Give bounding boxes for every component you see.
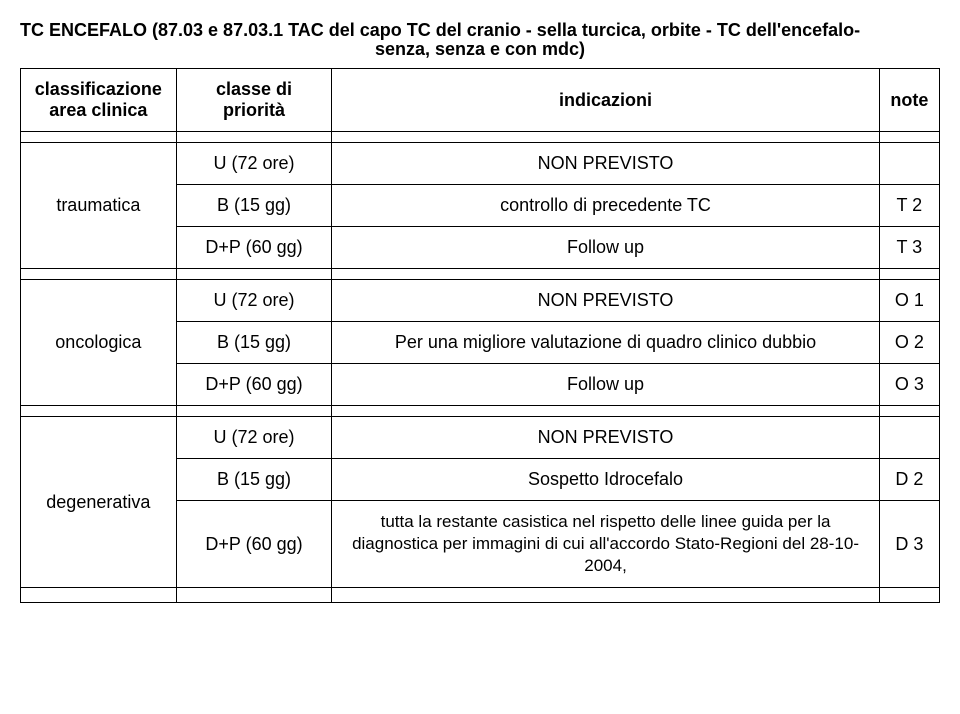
title-line-2: senza, senza e con mdc) <box>20 39 940 60</box>
note-cell: T 2 <box>879 185 939 227</box>
indication-cell: Per una migliore valutazione di quadro c… <box>332 322 879 364</box>
note-cell: D 3 <box>879 501 939 588</box>
note-cell <box>879 143 939 185</box>
priority-cell: D+P (60 gg) <box>176 501 332 588</box>
section-label-degenerativa: degenerativa <box>21 417 177 588</box>
table-row: traumatica U (72 ore) NON PREVISTO <box>21 143 940 185</box>
table-row: degenerativa U (72 ore) NON PREVISTO <box>21 417 940 459</box>
indication-cell: tutta la restante casistica nel rispetto… <box>332 501 879 588</box>
col-indications: indicazioni <box>332 69 879 132</box>
indication-cell: Follow up <box>332 364 879 406</box>
priority-cell: U (72 ore) <box>176 143 332 185</box>
priority-cell: U (72 ore) <box>176 280 332 322</box>
note-cell: O 3 <box>879 364 939 406</box>
section-label-traumatica: traumatica <box>21 143 177 269</box>
note-cell: O 1 <box>879 280 939 322</box>
indication-cell: Follow up <box>332 227 879 269</box>
spacer-row <box>21 588 940 603</box>
note-cell: T 3 <box>879 227 939 269</box>
indication-cell: controllo di precedente TC <box>332 185 879 227</box>
priority-cell: B (15 gg) <box>176 459 332 501</box>
col-priority: classe di priorità <box>176 69 332 132</box>
spacer-row <box>21 269 940 280</box>
title-line-1: TC ENCEFALO (87.03 e 87.03.1 TAC del cap… <box>20 20 940 41</box>
priority-cell: D+P (60 gg) <box>176 227 332 269</box>
col-note: note <box>879 69 939 132</box>
section-label-oncologica: oncologica <box>21 280 177 406</box>
priority-cell: U (72 ore) <box>176 417 332 459</box>
spacer-row <box>21 406 940 417</box>
col-classification: classificazione area clinica <box>21 69 177 132</box>
note-cell: O 2 <box>879 322 939 364</box>
priority-cell: D+P (60 gg) <box>176 364 332 406</box>
note-cell <box>879 417 939 459</box>
note-cell: D 2 <box>879 459 939 501</box>
spacer-row <box>21 132 940 143</box>
table-row: oncologica U (72 ore) NON PREVISTO O 1 <box>21 280 940 322</box>
indication-cell: Sospetto Idrocefalo <box>332 459 879 501</box>
priority-cell: B (15 gg) <box>176 185 332 227</box>
table-header-row: classificazione area clinica classe di p… <box>21 69 940 132</box>
classification-table: classificazione area clinica classe di p… <box>20 68 940 603</box>
priority-cell: B (15 gg) <box>176 322 332 364</box>
indication-cell: NON PREVISTO <box>332 280 879 322</box>
document-title: TC ENCEFALO (87.03 e 87.03.1 TAC del cap… <box>20 20 940 60</box>
indication-cell: NON PREVISTO <box>332 417 879 459</box>
indication-cell: NON PREVISTO <box>332 143 879 185</box>
